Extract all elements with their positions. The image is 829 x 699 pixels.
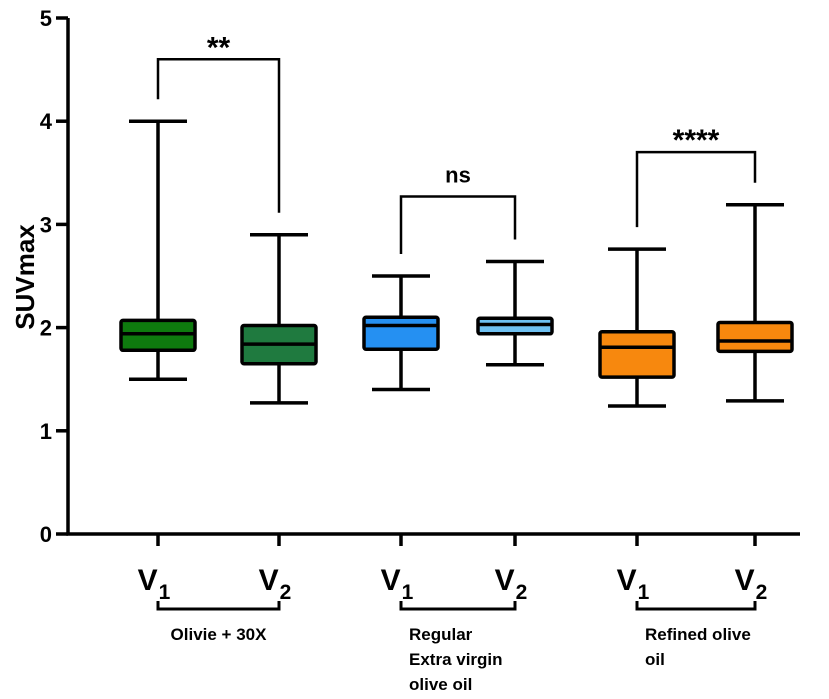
- group-1: Regular Extra virgin olive oil: [399, 601, 517, 694]
- box-body: [362, 315, 440, 352]
- comparison-0: **: [156, 31, 281, 213]
- x-label-4: V1: [617, 564, 650, 604]
- group-bracket: [399, 601, 517, 611]
- y-tick-label-3: 3: [40, 212, 52, 237]
- y-tick-label-2: 2: [40, 316, 52, 341]
- group-label-line-1: Extra virgin: [409, 650, 503, 669]
- box-5: [716, 203, 794, 403]
- y-tick-label-1: 1: [40, 419, 52, 444]
- x-labels: V1 V2 V1 V2 V1 V2 Olivie + 30X Regular Extra vir…: [138, 564, 768, 694]
- box-4: [598, 247, 676, 408]
- group-label-line-1: oil: [645, 650, 665, 669]
- group-bracket: [635, 601, 757, 611]
- box-0: [119, 119, 197, 381]
- group-2: Refined olive oil: [635, 601, 757, 669]
- y-tick-label-0: 0: [40, 522, 52, 547]
- x-label-2: V1: [381, 564, 414, 604]
- significance-label: ns: [445, 163, 471, 188]
- bracket-line: [156, 58, 281, 213]
- comparison-2: ****: [635, 124, 757, 228]
- y-tick-label-4: 4: [40, 109, 53, 134]
- comparison-1: ns: [399, 163, 517, 254]
- group-label-line-2: olive oil: [409, 675, 472, 694]
- axes: 0 1 2 3 4 5: [40, 6, 800, 547]
- group-bracket: [156, 601, 281, 611]
- group-0: Olivie + 30X: [156, 601, 281, 644]
- boxes: [119, 119, 794, 408]
- bracket-line: [635, 150, 757, 228]
- x-label-5: V2: [735, 564, 768, 604]
- group-label-line-0: Olivie + 30X: [171, 625, 268, 644]
- x-label-1: V2: [259, 564, 292, 604]
- x-label-3: V2: [495, 564, 528, 604]
- significance-label: ****: [673, 124, 720, 157]
- significance-label: **: [207, 31, 231, 64]
- bracket-line: [399, 195, 517, 254]
- box-1: [240, 232, 318, 405]
- box-body: [716, 320, 794, 354]
- box-2: [362, 274, 440, 392]
- x-label-0: V1: [138, 564, 171, 604]
- significance-brackets: ** ns ****: [156, 31, 757, 254]
- group-label-line-0: Refined olive: [645, 625, 751, 644]
- box-body: [598, 329, 676, 379]
- group-label-line-0: Regular: [409, 625, 473, 644]
- y-tick-label-5: 5: [40, 6, 52, 31]
- y-axis-title: SUVmax: [10, 224, 40, 330]
- box-3: [476, 259, 554, 367]
